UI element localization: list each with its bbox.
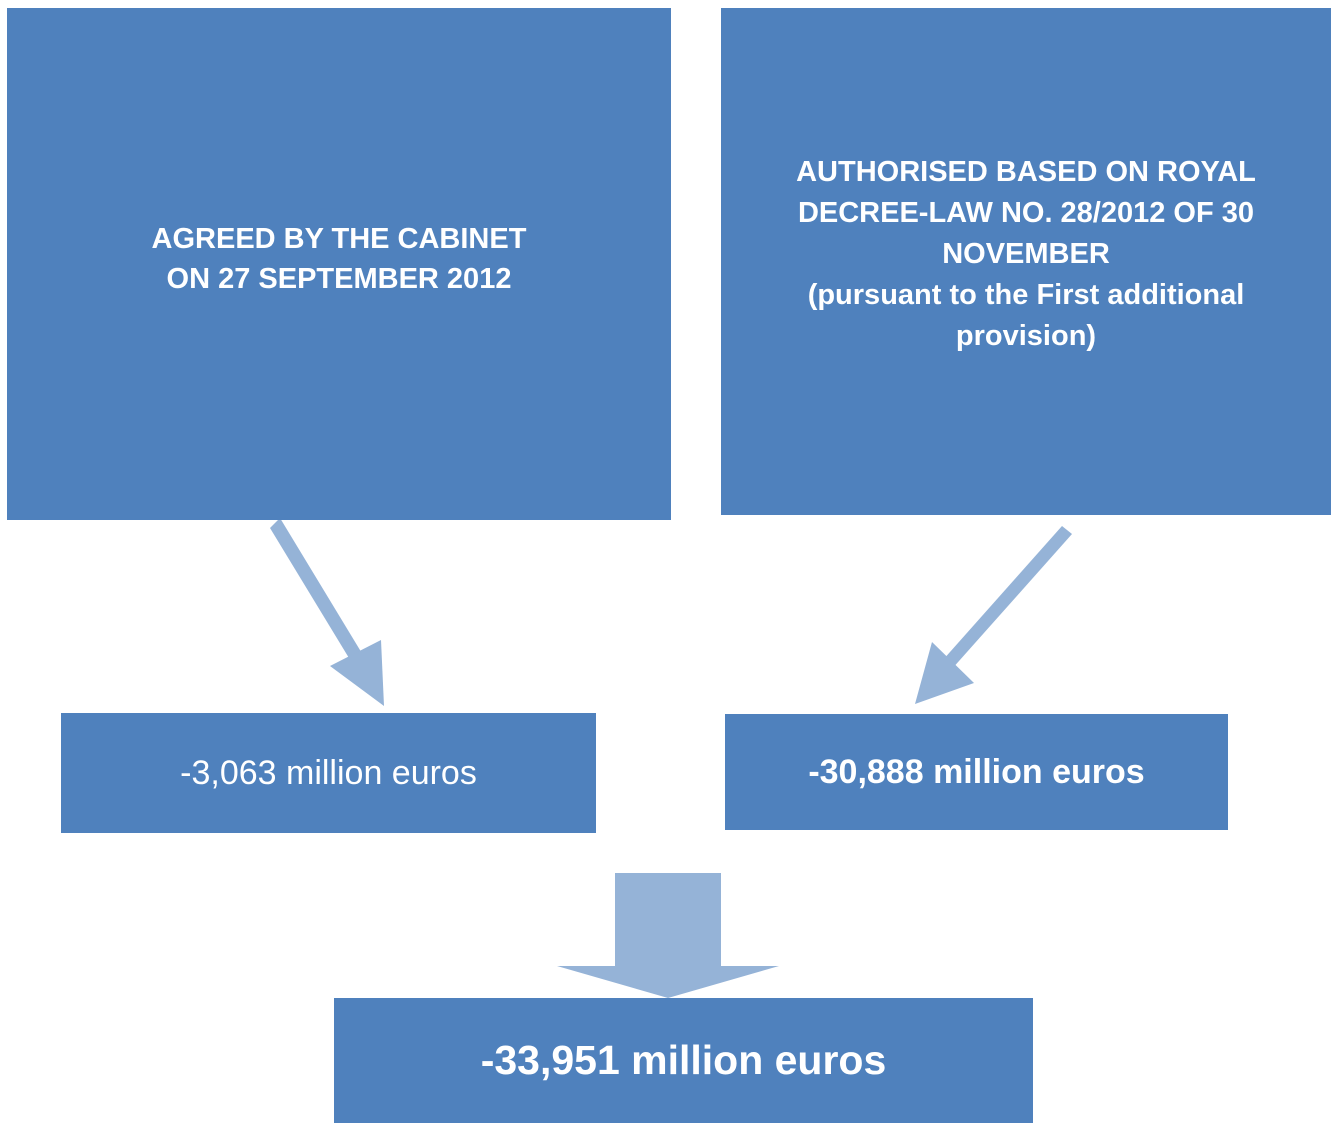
right-amount-box: -30,888 million euros <box>725 714 1228 830</box>
arrow-left-diagonal <box>270 518 384 706</box>
arrow-down-block <box>557 873 779 998</box>
authorised-royal-decree-label: AUTHORISED BASED ON ROYAL DECREE-LAW NO.… <box>796 156 1256 352</box>
right-amount-value: -30,888 million euros <box>808 752 1145 791</box>
total-amount-box: -33,951 million euros <box>334 998 1033 1123</box>
left-amount-value: -3,063 million euros <box>180 753 477 792</box>
total-amount-value: -33,951 million euros <box>480 1037 887 1083</box>
left-amount-box: -3,063 million euros <box>61 713 596 833</box>
authorised-royal-decree-box: AUTHORISED BASED ON ROYAL DECREE-LAW NO.… <box>721 8 1331 515</box>
agreed-by-cabinet-box: AGREED BY THE CABINET ON 27 SEPTEMBER 20… <box>7 8 671 520</box>
arrow-right-diagonal <box>915 526 1072 704</box>
agreed-by-cabinet-label: AGREED BY THE CABINET ON 27 SEPTEMBER 20… <box>151 223 527 295</box>
